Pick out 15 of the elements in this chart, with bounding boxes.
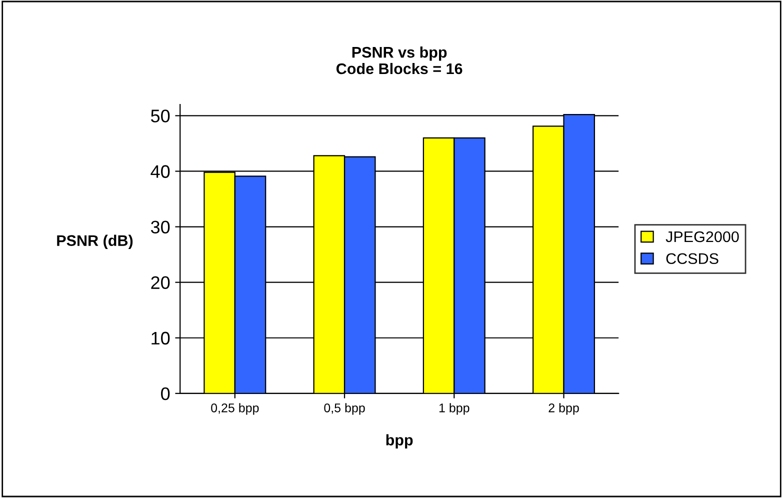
x-tick-label: 2 bpp bbox=[548, 403, 579, 415]
y-tick-label: 20 bbox=[151, 276, 170, 290]
y-tick-label: 40 bbox=[150, 165, 170, 178]
y-tick-label: 30 bbox=[150, 220, 170, 234]
legend-label: JPEG2000 bbox=[666, 231, 739, 242]
y-axis-title: PSNR (dB) bbox=[57, 234, 133, 249]
legend-label: CCSDS bbox=[666, 253, 718, 264]
y-tick-label: 0 bbox=[161, 387, 170, 400]
chart-title: PSNR vs bpp Code Blocks = 16 bbox=[336, 46, 462, 74]
x-tick-label: 1 bpp bbox=[439, 403, 470, 415]
y-tick-label: 50 bbox=[151, 110, 170, 122]
x-axis-title: bpp bbox=[386, 434, 413, 448]
x-tick-label: 0,25 bpp bbox=[211, 403, 259, 415]
x-tick-label: 0,5 bpp bbox=[324, 403, 365, 415]
y-tick-label: 10 bbox=[152, 332, 170, 345]
